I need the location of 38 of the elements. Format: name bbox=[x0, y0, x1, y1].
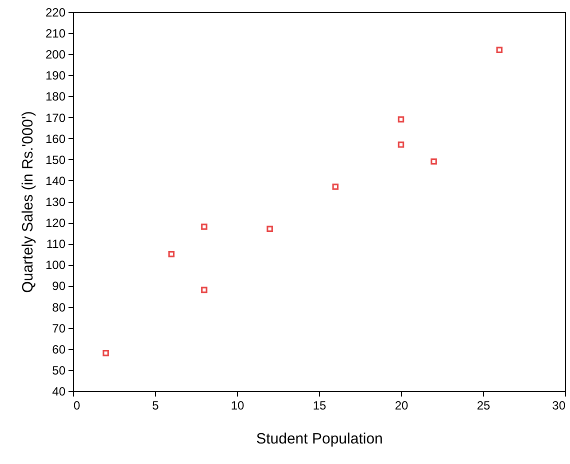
point bbox=[266, 226, 273, 232]
y-tick-label: 150 bbox=[45, 152, 66, 167]
y-tick-label: 60 bbox=[52, 342, 66, 356]
point bbox=[332, 184, 339, 190]
point bbox=[398, 142, 404, 148]
x-tick-label: 5 bbox=[152, 398, 160, 412]
x-tick-label: 20 bbox=[394, 398, 408, 412]
y-tick-label: 210 bbox=[45, 26, 66, 41]
point bbox=[430, 158, 437, 165]
y-tick-label: 190 bbox=[45, 68, 66, 83]
y-tick-label: 200 bbox=[45, 48, 66, 62]
y-tick-label: 130 bbox=[45, 195, 66, 209]
x-tick-label: 15 bbox=[312, 398, 326, 412]
y-tick-label: 80 bbox=[52, 300, 66, 314]
y-tick-label: 160 bbox=[45, 132, 66, 146]
y-tick-label: 70 bbox=[52, 321, 66, 336]
y-axis-title: Quartely Sales (in Rs.'000') bbox=[19, 111, 36, 293]
y-tick-label: 110 bbox=[46, 237, 66, 252]
point bbox=[201, 286, 208, 294]
y-tick-label: 180 bbox=[45, 90, 66, 104]
point bbox=[168, 250, 175, 258]
y-tick-label: 50 bbox=[52, 363, 66, 378]
x-tick-label: 25 bbox=[476, 398, 490, 412]
point bbox=[102, 350, 109, 356]
y-tick-label: 100 bbox=[45, 258, 66, 272]
y-tick-label: 140 bbox=[45, 174, 66, 188]
y-tick-label: 120 bbox=[45, 216, 66, 230]
x-tick-label: 30 bbox=[552, 398, 566, 412]
y-tick-label: 220 bbox=[45, 6, 66, 20]
point bbox=[201, 224, 208, 230]
y-tick-label: 40 bbox=[52, 384, 66, 398]
x-tick-label: 10 bbox=[230, 398, 244, 412]
point bbox=[398, 116, 404, 123]
x-tick-label: 0 bbox=[74, 398, 80, 412]
x-axis-title: Student Population bbox=[256, 430, 383, 448]
y-tick-label: 90 bbox=[52, 279, 66, 294]
y-tick-label: 170 bbox=[45, 110, 66, 125]
point bbox=[496, 46, 503, 54]
